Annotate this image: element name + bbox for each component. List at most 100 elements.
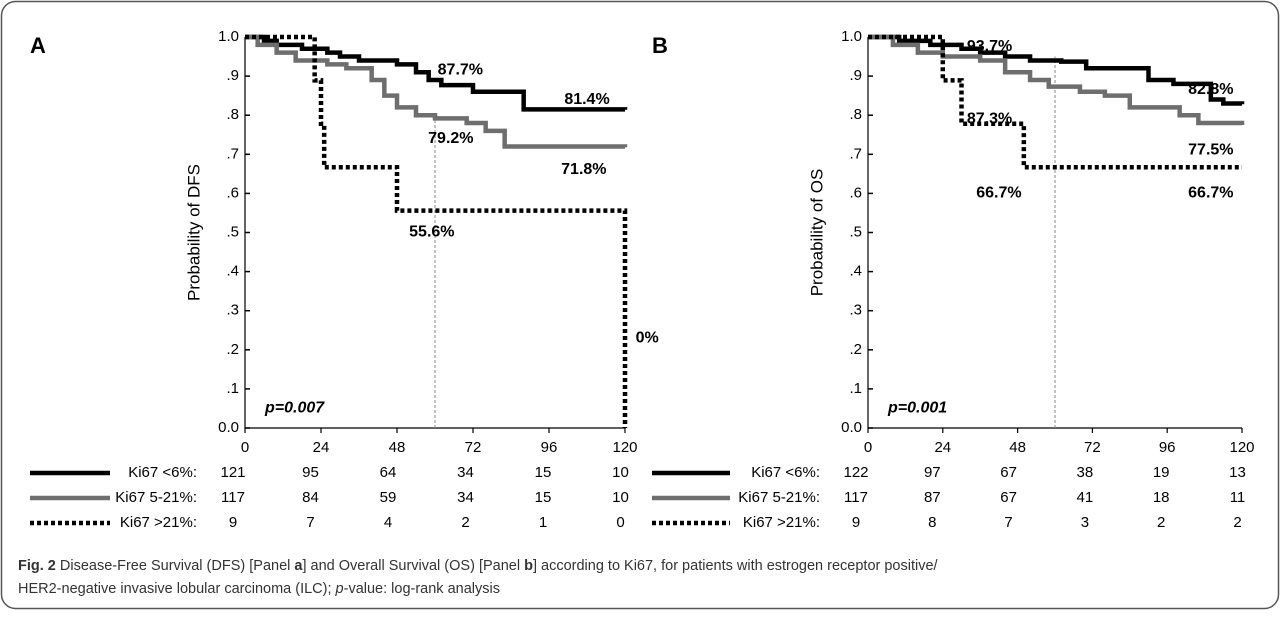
y-tick-label: .6 [226, 184, 239, 201]
y-tick-label: .8 [849, 106, 862, 123]
caption-text: -value: log-rank analysis [344, 581, 500, 597]
at-risk-count: 122 [843, 464, 868, 481]
at-risk-count: 10 [612, 489, 629, 506]
annotation: 71.8% [561, 161, 606, 178]
caption-text: p [335, 581, 344, 597]
annotation: 66.7% [976, 185, 1021, 202]
y-tick-label: .8 [226, 106, 239, 123]
y-tick-label: 1.0 [218, 28, 239, 45]
annotation: 79.2% [428, 130, 473, 147]
y-tick-label: .2 [226, 341, 239, 358]
legend-label: Ki67 5-21%: [738, 489, 820, 506]
survival-curve [868, 34, 1245, 126]
annotation: 93.7% [967, 38, 1012, 55]
at-risk-count: 97 [924, 464, 941, 481]
y-tick-label: .5 [849, 223, 862, 240]
x-tick-label: 72 [465, 439, 482, 456]
at-risk-count: 34 [457, 464, 474, 481]
at-risk-count: 10 [612, 464, 629, 481]
panel-label: B [652, 33, 668, 58]
caption-text: Disease-Free Survival (DFS) [Panel [56, 558, 295, 574]
annotation: 66.7% [1188, 185, 1233, 202]
at-risk-count: 18 [1153, 489, 1170, 506]
survival-curve [245, 34, 628, 428]
at-risk-count: 95 [302, 464, 319, 481]
survival-curve [245, 34, 628, 149]
y-tick-label: .3 [849, 302, 862, 319]
y-tick-label: .2 [849, 341, 862, 358]
at-risk-count: 9 [229, 514, 237, 531]
x-tick-label: 0 [241, 439, 249, 456]
x-tick-label: 0 [864, 439, 872, 456]
x-tick-label: 48 [389, 439, 406, 456]
at-risk-count: 0 [616, 514, 624, 531]
at-risk-count: 59 [380, 489, 397, 506]
at-risk-count: 15 [535, 489, 552, 506]
y-tick-label: .9 [226, 67, 239, 84]
at-risk-count: 84 [302, 489, 319, 506]
at-risk-count: 7 [1004, 514, 1012, 531]
y-tick-label: 0.0 [218, 419, 239, 436]
annotation: 87.7% [438, 61, 483, 78]
annotation: 82.8% [1188, 81, 1233, 98]
x-tick-label: 24 [313, 439, 330, 456]
at-risk-count: 3 [1081, 514, 1089, 531]
survival-curve [868, 34, 1245, 106]
legend-label: Ki67 >21%: [743, 514, 820, 531]
caption-text: HER2-negative invasive lobular carcinoma… [18, 581, 336, 597]
y-tick-label: 1.0 [841, 28, 862, 45]
y-tick-label: .9 [849, 67, 862, 84]
at-risk-count: 41 [1077, 489, 1094, 506]
at-risk-count: 8 [928, 514, 936, 531]
at-risk-count: 117 [221, 489, 245, 506]
y-tick-label: .7 [849, 145, 862, 162]
at-risk-count: 67 [1000, 489, 1017, 506]
x-tick-label: 120 [1229, 439, 1254, 456]
y-tick-label: 0.0 [841, 419, 862, 436]
y-tick-label: .3 [226, 302, 239, 319]
at-risk-count: 13 [1229, 464, 1246, 481]
annotation: 87.3% [967, 110, 1012, 127]
y-tick-label: .6 [849, 184, 862, 201]
at-risk-count: 2 [461, 514, 469, 531]
caption-text: a [294, 558, 303, 574]
at-risk-count: 4 [384, 514, 392, 531]
y-tick-label: .1 [849, 380, 862, 397]
at-risk-count: 87 [924, 489, 941, 506]
at-risk-count: 38 [1077, 464, 1094, 481]
at-risk-count: 15 [535, 464, 552, 481]
legend-label: Ki67 <6%: [128, 464, 197, 481]
at-risk-count: 64 [380, 464, 397, 481]
at-risk-count: 2 [1157, 514, 1165, 531]
p-value: p=0.007 [264, 400, 325, 417]
annotation: 81.4% [564, 91, 609, 108]
legend-label: Ki67 <6%: [751, 464, 820, 481]
caption-line-2: HER2-negative invasive lobular carcinoma… [18, 581, 500, 597]
x-tick-label: 72 [1084, 439, 1101, 456]
at-risk-count: 9 [852, 514, 860, 531]
caption-text: ] according to Ki67, for patients with e… [533, 558, 939, 574]
y-tick-label: .5 [226, 223, 239, 240]
at-risk-count: 34 [457, 489, 474, 506]
x-tick-label: 48 [1009, 439, 1026, 456]
caption-text: ] and Overall Survival (OS) [Panel [302, 558, 524, 574]
at-risk-count: 19 [1153, 464, 1170, 481]
y-tick-label: .4 [849, 263, 862, 280]
annotation: 77.5% [1188, 142, 1233, 159]
x-tick-label: 96 [1159, 439, 1176, 456]
y-tick-label: .1 [226, 380, 239, 397]
at-risk-count: 7 [306, 514, 314, 531]
p-value: p=0.001 [887, 400, 947, 417]
y-axis-label: Probability of DFS [184, 164, 203, 301]
at-risk-count: 121 [220, 464, 245, 481]
survival-curve [245, 34, 628, 112]
x-tick-label: 96 [541, 439, 558, 456]
at-risk-count: 117 [844, 489, 868, 506]
legend-label: Ki67 5-21%: [115, 489, 197, 506]
caption-text: b [524, 558, 533, 574]
y-tick-label: .7 [226, 145, 239, 162]
panel-label: A [30, 33, 46, 58]
at-risk-count: 11 [1230, 489, 1246, 506]
